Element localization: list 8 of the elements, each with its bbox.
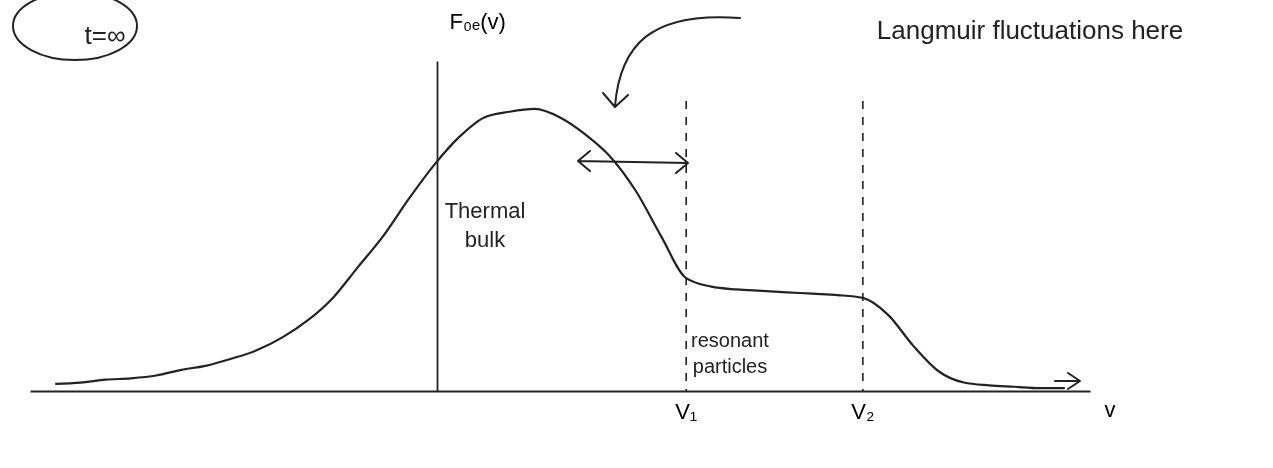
text: Langmuir fluctuations here xyxy=(876,15,1184,45)
x-tick-label: V₁ xyxy=(675,398,698,424)
annotation: Thermal bulk xyxy=(444,198,526,252)
x-axis-title: v xyxy=(1104,396,1116,422)
annotation: resonant particles xyxy=(691,329,770,377)
text: t=∞ xyxy=(84,20,126,50)
y-axis-title: F₀ₑ(v) xyxy=(449,8,506,34)
x-tick-label: V₂ xyxy=(851,398,875,424)
